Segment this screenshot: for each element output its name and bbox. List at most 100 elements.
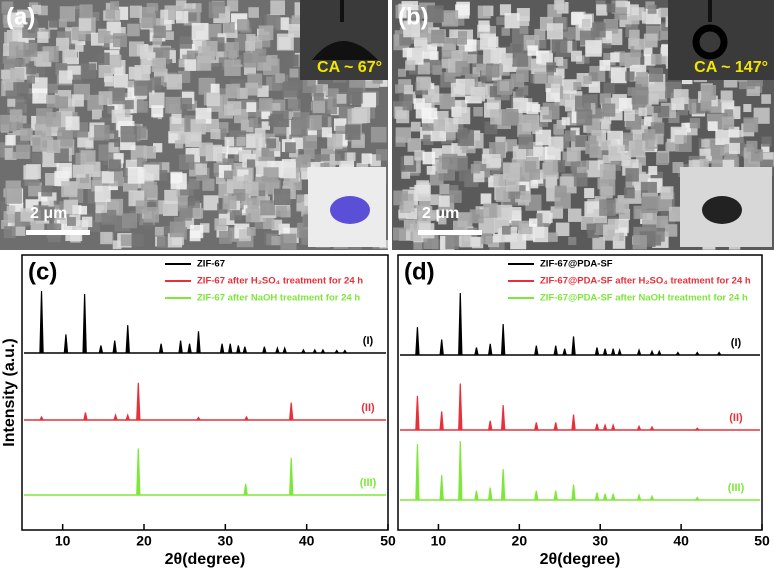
crystal bbox=[61, 181, 78, 198]
crystal bbox=[649, 67, 664, 82]
crystal bbox=[607, 218, 619, 230]
crystal bbox=[122, 213, 138, 229]
peak bbox=[312, 348, 317, 354]
peak bbox=[415, 327, 420, 356]
crystal bbox=[153, 25, 166, 38]
crystal bbox=[427, 212, 436, 221]
peak bbox=[178, 340, 183, 354]
crystal bbox=[699, 158, 709, 168]
crystal bbox=[302, 135, 318, 150]
crystal bbox=[553, 124, 564, 135]
crystal bbox=[31, 152, 43, 164]
crystal bbox=[49, 17, 59, 28]
crystal bbox=[23, 165, 38, 180]
crystal bbox=[564, 130, 576, 142]
crystal bbox=[442, 145, 454, 157]
crystal bbox=[266, 138, 277, 149]
crystal bbox=[202, 178, 215, 191]
peak bbox=[594, 423, 600, 431]
scale-bar bbox=[26, 230, 90, 235]
crystal bbox=[509, 207, 522, 220]
crystal bbox=[6, 205, 16, 215]
crystal bbox=[486, 154, 501, 169]
crystal bbox=[143, 164, 160, 181]
crystal bbox=[625, 71, 635, 81]
crystal bbox=[124, 100, 134, 110]
peak bbox=[136, 448, 141, 496]
crystal bbox=[238, 149, 252, 163]
crystal bbox=[243, 52, 259, 68]
crystal bbox=[272, 110, 289, 128]
x-tick-label: 20 bbox=[136, 533, 152, 549]
crystal bbox=[227, 101, 242, 116]
crystal bbox=[169, 221, 186, 238]
crystal bbox=[291, 137, 304, 149]
peak bbox=[98, 345, 104, 354]
peak bbox=[458, 292, 463, 356]
crystal bbox=[4, 148, 17, 160]
crystal bbox=[520, 190, 530, 200]
crystal bbox=[237, 169, 249, 181]
peak bbox=[458, 441, 463, 501]
crystal bbox=[302, 79, 316, 93]
crystal bbox=[550, 83, 561, 93]
peak bbox=[82, 294, 87, 354]
crystal bbox=[166, 74, 183, 90]
peak bbox=[289, 457, 294, 496]
crystal bbox=[586, 223, 596, 233]
crystal bbox=[524, 161, 537, 173]
crystal bbox=[548, 136, 564, 152]
crystal bbox=[175, 0, 187, 11]
peak bbox=[275, 346, 280, 354]
peak bbox=[39, 290, 44, 354]
crystal bbox=[199, 142, 213, 157]
crystal bbox=[580, 54, 590, 64]
crystal bbox=[630, 45, 642, 57]
crystal bbox=[164, 189, 179, 205]
crystal bbox=[328, 88, 339, 99]
crystal bbox=[603, 82, 615, 95]
crystal bbox=[480, 33, 496, 50]
x-tick-label: 10 bbox=[431, 533, 447, 549]
crystal bbox=[225, 84, 240, 99]
crystal bbox=[496, 204, 512, 220]
crystal bbox=[410, 121, 421, 132]
crystal bbox=[638, 107, 648, 117]
crystal bbox=[602, 155, 611, 164]
crystal bbox=[530, 224, 545, 239]
crystal bbox=[275, 73, 285, 83]
crystal bbox=[477, 5, 491, 19]
crystal bbox=[71, 94, 84, 107]
crystal bbox=[642, 139, 655, 152]
crystal bbox=[668, 206, 684, 222]
peak bbox=[500, 323, 506, 356]
crystal bbox=[632, 235, 647, 250]
crystal bbox=[147, 77, 162, 91]
crystal bbox=[540, 106, 549, 116]
peak bbox=[649, 349, 655, 356]
crystal bbox=[72, 205, 82, 215]
crystal bbox=[246, 33, 256, 44]
crystal bbox=[628, 37, 640, 50]
crystal bbox=[647, 5, 657, 14]
crystal bbox=[626, 4, 639, 17]
crystal bbox=[25, 63, 37, 75]
crystal bbox=[236, 136, 246, 147]
crystal bbox=[483, 47, 500, 64]
crystal bbox=[404, 84, 414, 94]
crystal bbox=[579, 160, 589, 170]
crystal bbox=[192, 3, 202, 13]
peak bbox=[125, 325, 130, 354]
plot-frame bbox=[397, 254, 763, 531]
crystal bbox=[511, 220, 522, 231]
crystal bbox=[370, 126, 387, 143]
crystal bbox=[534, 71, 547, 84]
crystal bbox=[312, 100, 326, 113]
crystal bbox=[573, 172, 588, 187]
crystal bbox=[94, 185, 111, 202]
crystal bbox=[515, 185, 526, 196]
peak bbox=[320, 348, 326, 354]
crystal bbox=[20, 128, 33, 141]
peak bbox=[196, 331, 201, 354]
crystal bbox=[414, 37, 428, 51]
